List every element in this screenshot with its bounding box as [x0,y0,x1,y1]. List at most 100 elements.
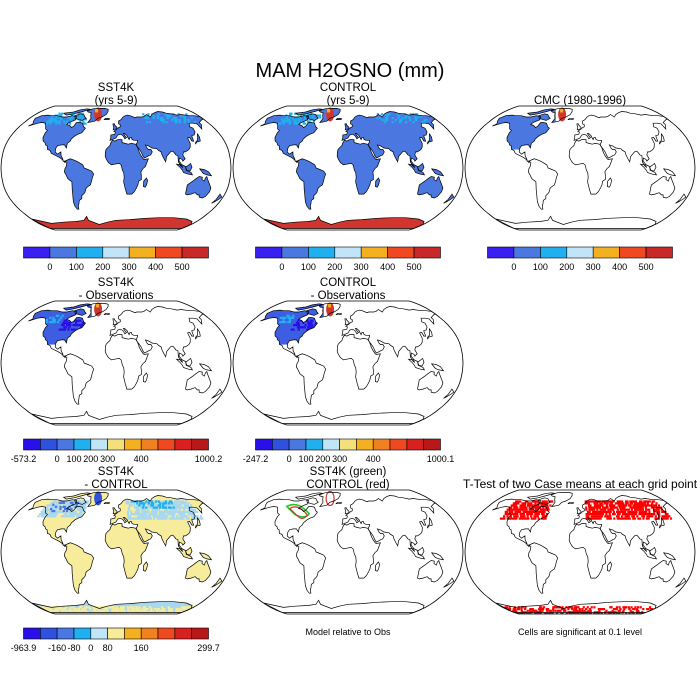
na-pos-cell [50,321,53,324]
diff-cell [112,609,115,612]
significant-cell [543,504,546,507]
panel-title-sst4k-obs: - Observations [79,290,154,302]
significant-cell [653,504,656,507]
diff-cell [183,510,186,513]
diff-cell [77,501,80,504]
significant-cell [605,506,608,509]
diff-cell [165,612,168,614]
diff-cell [181,515,184,518]
significant-cell [591,500,594,503]
snow-cell [49,120,52,123]
diff-cell [40,513,43,516]
na-pos-cell [279,321,282,324]
significant-cell [629,504,632,507]
colorbar-tick-label: 500 [407,262,422,272]
diff-cell [139,609,142,612]
significant-cell [624,515,627,518]
significant-cell [524,504,527,507]
significant-cell [520,506,523,509]
diff-cell [139,500,142,503]
diff-cell [161,517,164,520]
significant-cell [632,515,635,518]
significant-cell [544,508,547,511]
na-neg-cell [298,326,301,329]
snow-cell [178,119,181,122]
significant-cell [506,515,509,518]
diff-cell [78,508,81,511]
significant-cell [618,606,621,609]
colorbar-cmc: 0 100 200 300 400 500 [487,246,673,272]
snow-cell [79,120,82,123]
significant-cell [606,510,609,513]
significant-cell [601,506,605,509]
diff-cell [51,609,55,612]
colorbar-tick-label: 0 [279,262,284,272]
significant-cell [513,515,516,518]
diff-cell [93,609,96,612]
na-neg-cell [307,326,310,329]
diff-cell [176,502,179,505]
snow-cell [70,118,73,121]
diff-cell [74,612,77,614]
map-border [232,489,464,615]
diff-cell [188,510,191,513]
diff-cell [138,513,141,516]
snow-cell [298,116,301,119]
diff-cell [128,502,131,505]
significant-cell [541,515,544,518]
significant-cell [588,500,591,503]
diff-cell [53,508,56,511]
na-neg-cell [65,321,68,324]
snow-cell [187,119,190,122]
significant-cell [531,506,534,509]
significant-cell [648,606,652,609]
significant-cell [647,608,650,611]
significant-cell [622,502,625,505]
diff-cell [162,510,165,513]
significant-cell [593,504,597,507]
diff-cell [196,510,199,513]
significant-cell [516,608,519,611]
na-neg-cell [302,321,305,324]
snow-cell [384,113,387,116]
significant-cell [616,515,619,518]
significant-cell [549,504,552,507]
control-contour [288,506,308,519]
significant-cell [628,608,631,611]
diff-cell [130,606,133,609]
significant-cell [516,500,519,503]
significant-cell [640,500,643,503]
snow-cell [423,121,426,124]
significant-cell [661,510,664,513]
significant-cell [612,506,615,509]
significant-cell [552,606,555,609]
significant-cell [593,513,596,516]
significant-cell [629,609,632,612]
significant-cell [543,510,546,513]
coast-indonesia [175,163,194,176]
diff-cell [145,515,148,518]
diff-cell [145,608,148,611]
significant-cell [609,500,612,503]
significant-cell [514,513,517,516]
coastlines [260,492,455,613]
significant-cell [516,515,519,518]
significant-cell [606,517,609,520]
significant-cell [609,517,612,520]
significant-cell [546,504,549,507]
significant-cell [666,515,669,518]
diff-cell [178,608,181,611]
snow-cell [51,120,54,123]
snow-cell [165,121,168,124]
significant-cell [533,515,536,518]
diff-cell [43,513,47,516]
significant-cell [537,502,540,505]
snow-cell [289,114,292,117]
significant-cell [509,508,512,511]
significant-cell [630,606,633,609]
diff-cell [78,506,81,509]
diff-cell [135,500,138,503]
significant-cell [556,606,559,609]
snow-cell [289,112,292,115]
diff-cell [169,612,172,614]
